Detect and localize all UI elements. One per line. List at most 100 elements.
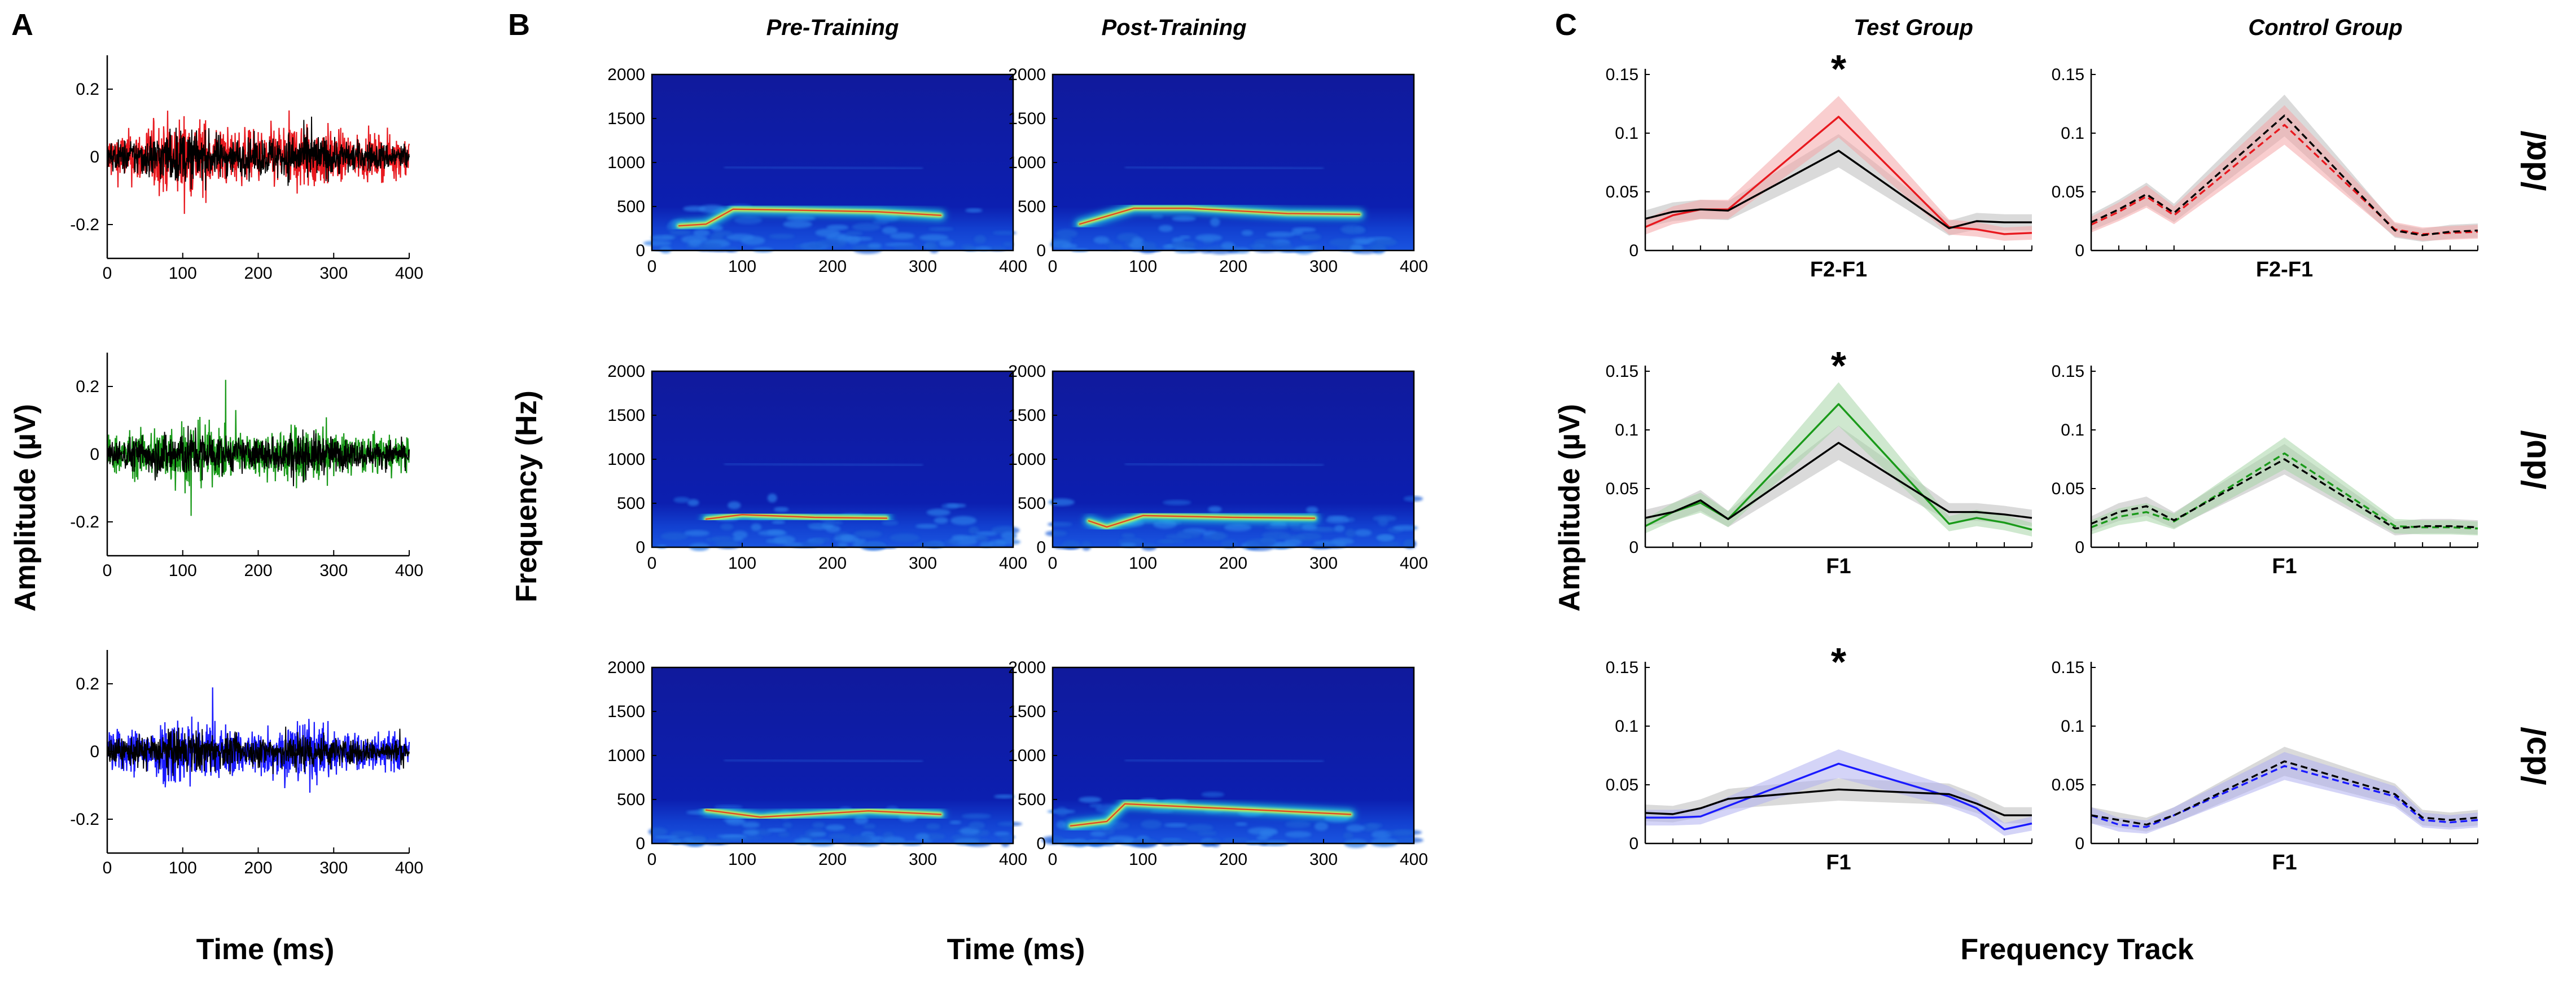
spectral-blob — [1346, 824, 1365, 832]
series-post-line — [1645, 762, 2032, 830]
spectral-blob — [786, 215, 816, 221]
track-label: F1 — [1826, 555, 1851, 578]
spectral-blob — [1055, 229, 1078, 238]
spectral-blob — [1158, 225, 1173, 232]
x-tick-label: 400 — [395, 561, 423, 580]
spectral-blob — [1287, 523, 1301, 528]
y-tick-label: 1500 — [607, 109, 645, 128]
spectral-blob — [1301, 524, 1317, 531]
spectral-blob — [1149, 809, 1174, 814]
formant-ridge-core — [1088, 515, 1316, 528]
y-tick-label: 0 — [2075, 241, 2084, 260]
spectral-blob — [669, 230, 691, 235]
spectral-blob — [993, 794, 1015, 799]
series-pre-line — [2091, 458, 2478, 530]
y-tick-label: 0.1 — [1615, 421, 1639, 440]
spectral-blob — [1179, 235, 1190, 239]
spectral-blob — [1120, 542, 1136, 548]
spectral-blob — [1212, 532, 1225, 540]
spectral-blob — [918, 542, 945, 548]
spectral-blob — [976, 531, 997, 536]
track-plot-test-1: 0 0.05 0.1 0.15 F2-F1 * — [1606, 47, 2032, 282]
spectral-blob — [693, 229, 710, 237]
spectral-blob — [1090, 830, 1107, 837]
y-tick-label: 2000 — [1008, 658, 1046, 677]
spectral-blob — [772, 520, 785, 524]
formant-ridge-core — [678, 208, 942, 227]
spectral-blob — [852, 223, 881, 231]
spectral-blob — [1298, 838, 1312, 843]
x-tick-label: 0 — [647, 850, 657, 869]
y-tick-label: 0.2 — [76, 675, 99, 693]
waveform-pre-trace — [107, 116, 410, 191]
y-tick-label: 1000 — [1008, 746, 1046, 765]
spectral-blob — [1001, 531, 1017, 540]
spectral-blob — [841, 535, 859, 543]
x-tick-label: 100 — [169, 561, 197, 580]
x-tick-label: 400 — [395, 264, 423, 283]
spectral-blob — [733, 537, 743, 542]
spectral-blob — [812, 822, 825, 828]
spectral-blob — [1300, 233, 1321, 241]
formant-ridge-core — [1079, 207, 1361, 225]
y-tick-label: 0.15 — [1606, 658, 1639, 677]
spectral-blob — [1160, 839, 1174, 846]
x-tick-label: 100 — [728, 257, 756, 276]
x-tick-label: 200 — [818, 850, 847, 869]
spectral-blob — [1325, 517, 1350, 524]
y-tick-label: 0.05 — [1606, 776, 1639, 794]
y-tick-label: 0 — [1036, 538, 1046, 557]
spectral-blob — [813, 538, 831, 542]
spectral-blob — [890, 533, 919, 542]
x-tick-label: 300 — [1309, 850, 1338, 869]
spectral-blob — [743, 829, 759, 836]
x-tick-label: 300 — [319, 264, 348, 283]
spectral-blob — [1048, 498, 1075, 506]
spectral-blob — [1264, 525, 1289, 530]
spectral-blob — [1223, 837, 1250, 842]
harmonic-band — [724, 759, 923, 763]
spectral-blob — [1256, 836, 1268, 841]
waveform-pre-trace — [107, 425, 410, 486]
y-tick-label: 0 — [1629, 538, 1639, 557]
spectral-blob — [800, 838, 812, 843]
y-tick-label: 0.1 — [2061, 421, 2084, 440]
spectral-blob — [687, 499, 699, 506]
spectral-blob — [868, 243, 882, 249]
spectral-blob — [1284, 538, 1302, 547]
spectral-blob — [1045, 530, 1067, 537]
column-title-control-group: Control Group — [2248, 15, 2402, 40]
spectral-blob — [1186, 824, 1213, 832]
spectral-blob — [1084, 840, 1109, 846]
y-tick-label: 1500 — [1008, 406, 1046, 425]
waveform-plot-2: -0.2 0 0.2 0 100 200 300 400 — [70, 353, 423, 580]
series-pre-line — [2091, 760, 2478, 826]
spectral-blob — [997, 835, 1015, 840]
spectral-blob — [992, 231, 1017, 235]
x-tick-label: 300 — [319, 561, 348, 580]
spectral-blob — [717, 542, 739, 550]
spectral-blob — [817, 239, 847, 248]
spectral-blob — [1081, 541, 1092, 551]
spectral-blob — [1235, 822, 1247, 826]
spectral-blob — [873, 219, 889, 225]
x-tick-label: 100 — [728, 554, 756, 573]
y-tick-label: 1500 — [1008, 702, 1046, 721]
y-tick-label: 0 — [2075, 834, 2084, 853]
spectral-blob — [683, 205, 706, 212]
x-tick-label: 100 — [169, 264, 197, 283]
vowel-label-du: /dυ/ — [2515, 430, 2553, 489]
x-tick-label: 400 — [395, 859, 423, 877]
spectral-blob — [690, 835, 706, 841]
x-tick-label: 200 — [818, 554, 847, 573]
spectral-blob — [802, 540, 824, 545]
y-tick-label: 0 — [1036, 834, 1046, 853]
spectral-blob — [741, 236, 765, 245]
spectral-blob — [713, 230, 732, 236]
spectral-blob — [1250, 243, 1262, 249]
spectral-blob — [1062, 243, 1077, 249]
y-tick-label: 1500 — [607, 702, 645, 721]
spectral-blob — [1261, 537, 1275, 546]
x-tick-label: 100 — [728, 850, 756, 869]
x-tick-label: 0 — [647, 257, 657, 276]
